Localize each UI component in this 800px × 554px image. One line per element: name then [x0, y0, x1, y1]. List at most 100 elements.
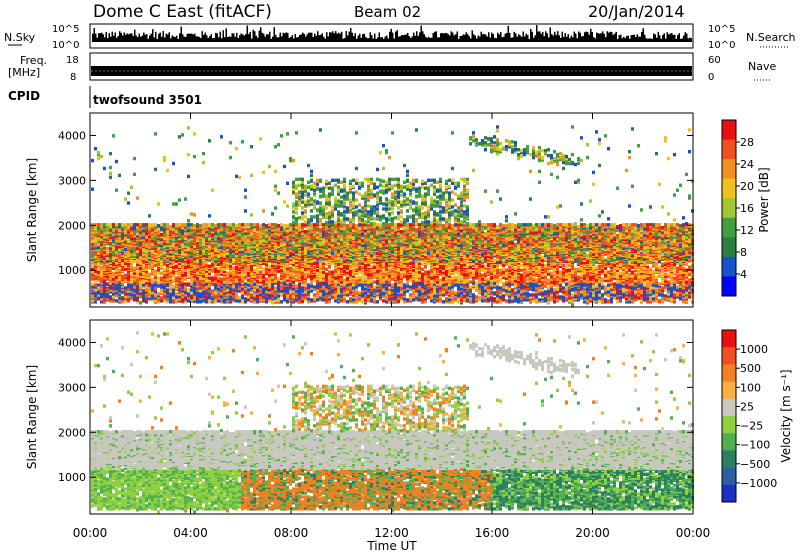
range-gate-cell [127, 283, 130, 286]
range-gate-cell [208, 300, 211, 303]
range-gate-cell [292, 181, 295, 184]
nsky-bar [626, 36, 628, 42]
range-gate-cell [271, 223, 274, 226]
range-gate-cell [268, 283, 271, 286]
range-gate-cell [193, 238, 196, 241]
nsky-bar [284, 33, 286, 42]
range-gate-cell [100, 293, 103, 296]
nsky-bar [173, 37, 175, 42]
range-gate-cell [139, 301, 142, 304]
range-gate-cell [250, 223, 253, 226]
nsky-trace [92, 25, 692, 42]
range-gate-cell [157, 298, 160, 301]
range-gate-cell [256, 244, 259, 247]
range-gate-cell [208, 265, 211, 268]
nsky-bar [227, 37, 229, 42]
range-gate-cell [295, 289, 298, 292]
range-gate-cell [313, 202, 316, 205]
nsky-bar [230, 37, 232, 42]
nsky-bar [542, 32, 544, 42]
range-gate-cell [319, 275, 322, 278]
nsky-bar [500, 32, 502, 42]
range-gate-cell [118, 223, 121, 226]
range-gate-cell [112, 277, 115, 280]
range-gate-cell [112, 299, 115, 302]
range-gate-cell [223, 223, 226, 226]
nsky-bar [580, 33, 582, 42]
range-gate-cell [325, 212, 328, 215]
nsky-bar [485, 35, 487, 42]
range-gate-cell [310, 268, 313, 271]
nsky-bar [472, 30, 474, 42]
range-gate-cell [148, 282, 151, 285]
range-gate-cell [163, 156, 166, 159]
nsky-bar [241, 33, 243, 42]
nsky-bar [481, 32, 483, 42]
range-gate-cell [178, 135, 181, 138]
range-gate-cell [235, 224, 238, 227]
range-gate-cell [247, 234, 250, 237]
nsky-bar [337, 34, 339, 42]
nsky-bar [509, 33, 511, 42]
range-gate-cell [292, 274, 295, 277]
range-gate-cell [136, 223, 139, 226]
range-gate-cell [127, 191, 130, 194]
range-gate-cell [226, 279, 229, 282]
range-gate-cell [301, 223, 304, 226]
nsky-bar [566, 37, 568, 42]
range-gate-cell [283, 281, 286, 284]
nsky-bar [625, 38, 627, 42]
range-gate-cell [208, 248, 211, 251]
range-gate-cell [280, 275, 283, 278]
nsky-bar [203, 35, 205, 42]
range-gate-cell [325, 294, 328, 297]
nsky-bar [229, 37, 231, 42]
nsky-bar [550, 27, 552, 42]
nsky-bar [302, 33, 304, 42]
range-gate-cell [109, 223, 112, 226]
range-gate-cell [97, 283, 100, 286]
range-gate-cell [310, 253, 313, 256]
nsky-bar [593, 37, 595, 42]
range-gate-cell [208, 296, 211, 299]
nsky-bar [466, 32, 468, 42]
range-gate-cell [184, 277, 187, 280]
range-gate-cell [238, 282, 241, 285]
range-gate-cell [241, 223, 244, 226]
nsky-bar [427, 38, 429, 42]
range-gate-cell [94, 253, 97, 256]
nsky-bar [191, 34, 193, 42]
range-gate-cell [265, 286, 268, 289]
nsky-bar [332, 31, 334, 42]
range-gate-cell [328, 192, 331, 195]
nsky-bar [683, 36, 685, 42]
range-gate-cell [202, 161, 205, 164]
range-gate-cell [127, 266, 130, 269]
range-gate-cell [244, 297, 247, 300]
range-gate-cell [328, 275, 331, 278]
nsky-bar [209, 36, 211, 42]
nsky-bar [425, 37, 427, 42]
range-gate-cell [109, 166, 112, 169]
range-gate-cell [94, 240, 97, 243]
range-gate-cell [319, 269, 322, 272]
range-gate-cell [283, 296, 286, 299]
range-gate-cell [208, 139, 211, 142]
range-gate-cell [154, 168, 157, 171]
nsky-bar [452, 33, 454, 42]
nsky-bar [391, 29, 393, 42]
nsky-bar [287, 33, 289, 42]
range-gate-cell [217, 293, 220, 296]
nsky-bar [613, 35, 615, 42]
nsky-bar [691, 38, 693, 42]
range-gate-cell [193, 132, 196, 135]
nsky-bar [398, 37, 400, 42]
nsky-bar [578, 32, 580, 42]
nsky-bar [652, 39, 654, 42]
nsky-bar [146, 34, 148, 42]
range-gate-cell [325, 185, 328, 188]
nsky-bar [218, 37, 220, 42]
nsky-bar [457, 31, 459, 42]
range-gate-cell [313, 293, 316, 296]
nsky-bar [476, 38, 478, 42]
